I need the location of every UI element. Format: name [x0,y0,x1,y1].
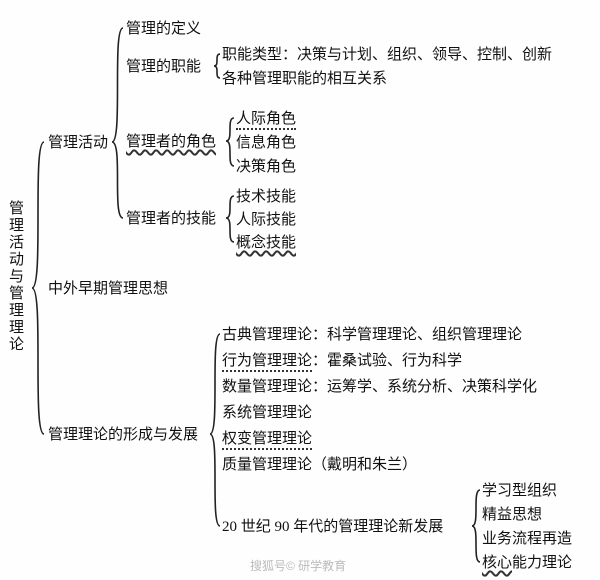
brace [112,28,123,218]
node-role: 管理者的角色 [126,133,216,151]
node-n90_4: 核心能力理论 [482,554,572,572]
node-func_types: 职能类型：决策与计划、组织、领导、控制、创新 [222,46,552,64]
brace [472,490,480,562]
node-th1: 古典管理理论：科学管理理论、组织管理理论 [222,326,522,344]
node-role3: 决策角色 [236,158,296,176]
brace [32,142,44,434]
node-th5: 权变管理理论 [222,430,312,448]
node-def: 管理的定义 [126,20,201,38]
node-func: 管理的职能 [126,58,201,76]
node-func_rel: 各种管理职能的相互关系 [222,70,387,88]
node-form: 管理理论的形成与发展 [48,426,198,444]
brace [226,118,234,166]
node-skill: 管理者的技能 [126,210,216,228]
node-skill3: 概念技能 [236,234,296,252]
brace [226,196,234,242]
brace [214,54,220,78]
node-skill1: 技术技能 [236,188,296,206]
node-th2: 行为管理理论：霍桑试验、行为科学 [222,352,462,370]
node-early: 中外早期管理思想 [48,280,168,298]
node-role2: 信息角色 [236,134,296,152]
node-th7: 20 世纪 90 年代的管理理论新发展 [222,518,443,536]
node-n90_1: 学习型组织 [482,482,557,500]
node-activity: 管理活动 [48,134,108,152]
node-root: 管理活动与管理理论 [6,200,24,353]
node-th6: 质量管理理论（戴明和朱兰） [222,456,417,474]
watermark: 搜狐号© 研学教育 [250,557,346,574]
node-n90_2: 精益思想 [482,506,542,524]
node-role1: 人际角色 [236,110,296,128]
node-skill2: 人际技能 [236,211,296,229]
node-n90_3: 业务流程再造 [482,530,572,548]
brace [210,334,220,526]
node-th4: 系统管理理论 [222,404,312,422]
node-th3: 数量管理理论：运筹学、系统分析、决策科学化 [222,378,537,396]
